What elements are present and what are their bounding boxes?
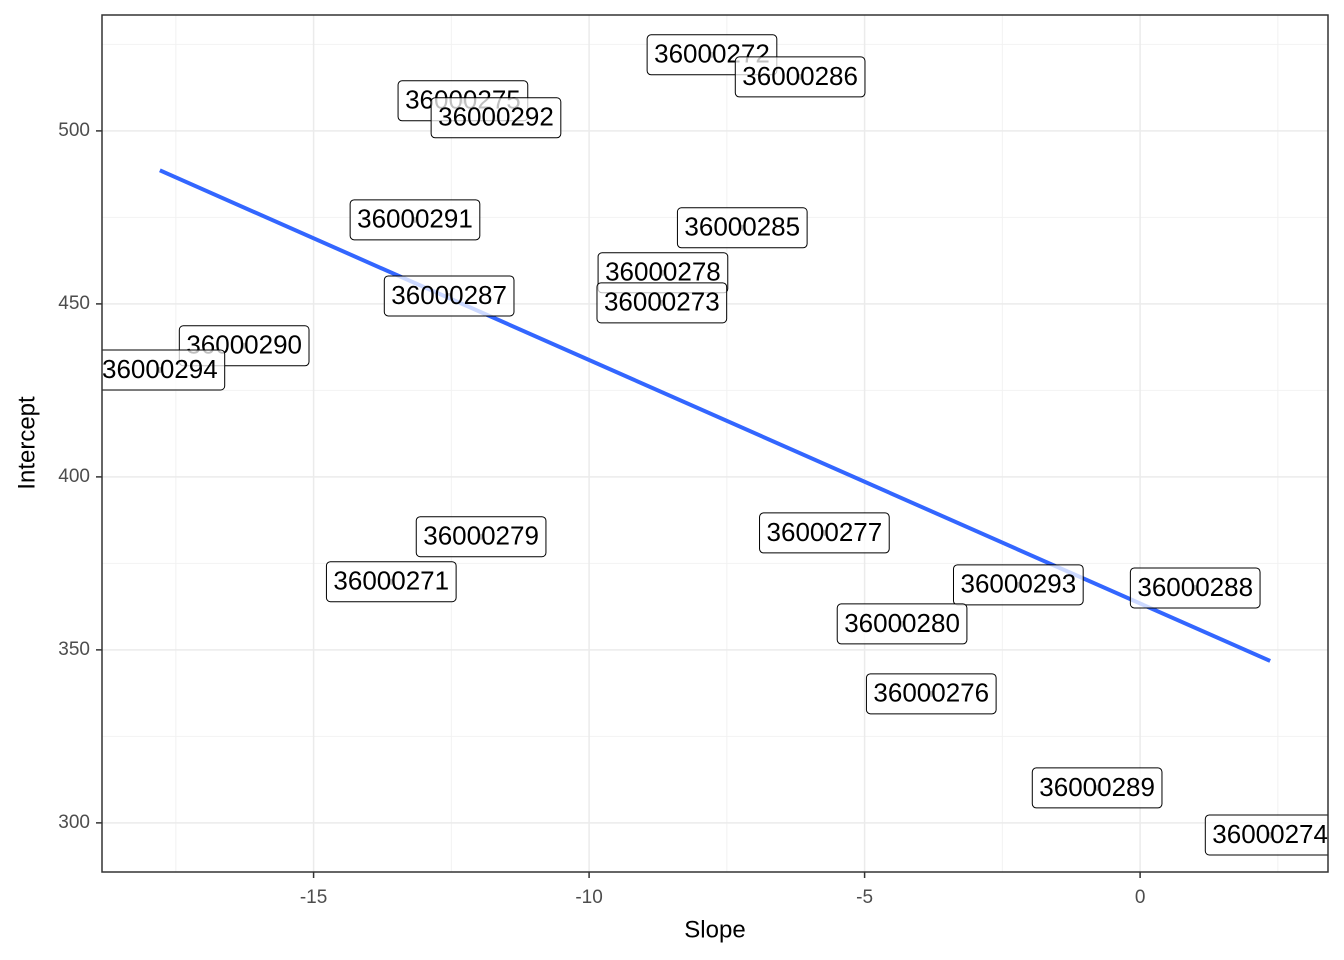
point-label: 36000274 <box>1204 814 1328 856</box>
label-text: 36000273 <box>604 287 720 317</box>
point-label: 36000271 <box>325 561 457 603</box>
point-label: 36000276 <box>865 673 997 715</box>
point-label: 36000287 <box>383 275 515 317</box>
point-label: 36000280 <box>836 603 968 645</box>
label-text: 36000286 <box>742 61 858 91</box>
label-text: 36000294 <box>102 354 218 384</box>
label-text: 36000279 <box>423 521 539 551</box>
label-box <box>349 199 481 241</box>
label-box <box>952 564 1084 606</box>
label-text: 36000292 <box>438 102 554 132</box>
label-text: 36000287 <box>391 280 507 310</box>
point-label: 36000292 <box>430 97 562 139</box>
label-text: 36000278 <box>605 257 721 287</box>
x-tick-label: 0 <box>1135 887 1146 908</box>
y-tick-label: 350 <box>58 639 90 660</box>
x-tick-label: -15 <box>300 887 327 908</box>
label-text: 36000276 <box>873 678 989 708</box>
label-box <box>325 561 457 603</box>
point-label: 36000277 <box>759 512 890 554</box>
plot-background <box>102 15 1328 872</box>
label-text: 36000285 <box>684 212 800 242</box>
axes: -15 -10 -5 0 300 350 400 450 500 <box>58 120 1145 908</box>
label-text: 36000277 <box>767 517 883 547</box>
label-box <box>383 275 515 317</box>
label-box <box>1204 814 1328 856</box>
label-text: 36000291 <box>357 204 473 234</box>
label-box <box>102 349 226 391</box>
x-tick-label: -10 <box>575 887 602 908</box>
label-box <box>1129 567 1261 609</box>
point-label: 36000285 <box>676 207 808 249</box>
label-text: 36000288 <box>1137 572 1253 602</box>
y-tick-label: 450 <box>58 293 90 314</box>
label-text: 36000271 <box>333 566 449 596</box>
x-axis-title: Slope <box>684 916 745 943</box>
point-label: 36000294 <box>102 349 226 391</box>
label-box <box>865 673 997 715</box>
point-label: 36000286 <box>734 56 866 98</box>
point-label: 36000288 <box>1129 567 1261 609</box>
point-label: 36000289 <box>1031 767 1163 809</box>
plot-border <box>101 14 1329 873</box>
plot-area: 3600027236000286360002753600029236000291… <box>102 34 1328 856</box>
label-box <box>759 512 890 554</box>
point-label: 36000273 <box>596 282 728 324</box>
label-box <box>734 56 866 98</box>
point-label: 36000291 <box>349 199 481 241</box>
label-box <box>836 603 968 645</box>
point-label: 36000293 <box>952 564 1084 606</box>
label-box <box>596 282 728 324</box>
fit-line <box>159 168 1271 663</box>
x-tick-label: -5 <box>856 887 873 908</box>
label-box <box>430 97 562 139</box>
label-box <box>1031 767 1163 809</box>
y-tick-label: 300 <box>58 812 90 833</box>
label-box <box>676 207 808 249</box>
label-text: 36000289 <box>1039 772 1155 802</box>
label-box <box>415 516 547 558</box>
label-text: 36000280 <box>844 608 960 638</box>
y-tick-label: 400 <box>58 466 90 487</box>
label-text: 36000293 <box>960 569 1076 599</box>
y-axis-title: Intercept <box>13 396 40 490</box>
point-label: 36000279 <box>415 516 547 558</box>
y-tick-label: 500 <box>58 120 90 141</box>
label-text: 36000274 <box>1212 819 1328 849</box>
